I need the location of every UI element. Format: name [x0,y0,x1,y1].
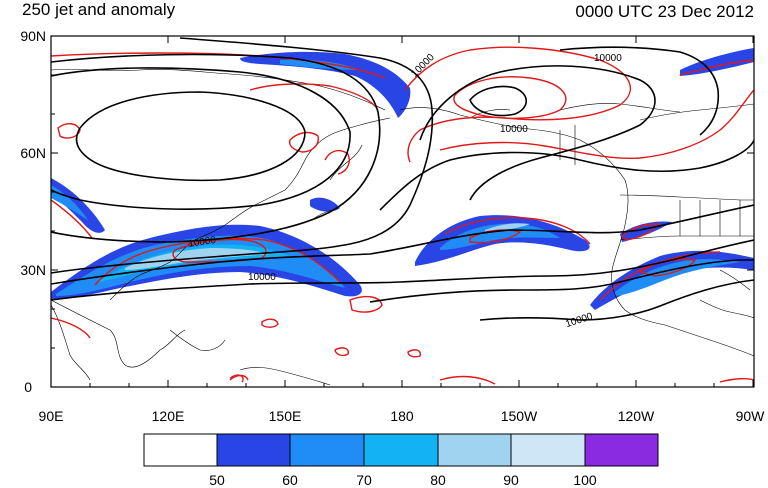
contour-label: 10000 [500,124,528,135]
map-title: 250 jet and anomaly [22,0,176,19]
lat-label-0: 0 [24,379,32,395]
jet-core-west-pacific-90 [125,248,270,270]
colorbar-label-60: 60 [282,472,298,488]
latitude-axis [51,35,754,388]
colorbar-label-80: 80 [430,472,446,488]
lat-label-60n: 60N [20,145,46,161]
lon-label-120w: 120W [618,408,655,424]
contour-label: 10000 [594,53,622,64]
colorbar-label-90: 90 [503,472,519,488]
colorbar-label-100: 100 [573,472,597,488]
lon-label-120e: 120E [152,408,185,424]
valid-time: 0000 UTC 23 Dec 2012 [575,2,754,21]
longitude-axis [50,36,754,387]
lon-label-180: 180 [390,408,414,424]
contour-label: 10000 [409,52,437,80]
lon-label-90w: 90W [736,408,766,424]
colorbar-box-above-100 [584,433,659,467]
colorbar-box-below-50 [143,433,218,467]
jet-arctic-bering [240,51,411,119]
colorbar-box-70-80 [363,433,439,467]
lon-label-150w: 150W [501,408,538,424]
colorbar: 50 60 70 80 90 100 [143,433,659,488]
coastline-layer [51,69,754,386]
jet-arctic-canada [680,48,754,76]
colorbar-box-80-90 [437,433,512,467]
longitude-labels: 90E 120E 150E 180 150W 120W 90W [39,408,766,424]
jet-arctic-bering-70 [280,59,360,70]
height-contour-layer [51,37,754,321]
jet-shading-layer [51,48,754,310]
colorbar-box-50-60 [216,433,291,467]
contour-label: 10000 [564,311,594,330]
jet-siberia [51,178,105,233]
colorbar-box-60-70 [289,433,365,467]
lat-label-30n: 30N [20,262,46,278]
jet-north-america-70 [615,259,740,296]
colorbar-label-50: 50 [209,472,225,488]
lon-label-90e: 90E [39,408,64,424]
latitude-labels: 90N 60N 30N 0 [20,28,46,395]
contour-label: 10000 [188,235,218,250]
contour-label: 10000 [248,272,276,283]
jet-japan-small [310,197,340,212]
lon-label-150e: 150E [269,408,302,424]
colorbar-label-70: 70 [356,472,372,488]
lat-label-90n: 90N [20,28,46,44]
colorbar-box-90-100 [510,433,586,467]
